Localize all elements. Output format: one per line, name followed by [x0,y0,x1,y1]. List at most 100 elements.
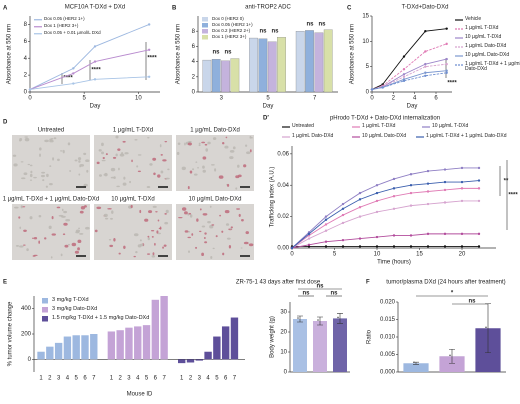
y-axis-label: Absorbance at 550 nm [7,24,13,84]
cell [201,225,206,228]
cell [149,163,153,166]
cell [60,253,63,257]
panel-letter: E [3,280,7,286]
x-tick-label: 20 [459,252,466,258]
point [409,204,413,207]
point [460,166,464,170]
point [358,215,362,218]
point [375,191,379,195]
x-tick-label: 3 [57,376,61,382]
cell [178,217,183,219]
legend-label: 1 µg/mL T-DXd [465,25,499,31]
cell [65,219,71,222]
x-tick-label: 3 [198,376,202,382]
x-tick-label: 5 [82,96,86,102]
cell [240,247,243,249]
point [93,45,97,48]
point [445,62,448,66]
cell [77,247,80,251]
cell [193,173,198,176]
x-tick-label: 1 [110,376,114,382]
line [291,233,479,249]
cell [222,252,225,256]
y-tick-label: 400 [21,306,32,312]
cell [63,210,68,214]
chart-title: anti-TROP2 ADC [245,5,291,11]
annotation: ns [259,29,267,35]
point [477,245,481,248]
cell [29,179,33,181]
x-axis-label: Day [90,104,101,110]
x-tick-label: 6 [434,96,438,102]
cell [62,149,65,154]
cell [197,166,199,169]
cell [203,236,206,239]
point [445,27,448,30]
image-label: 1 µg/mL T-DXd + 1 µg/mL Dato-DXd [3,197,100,203]
bar [211,59,221,93]
point [443,168,447,171]
bar [258,38,268,93]
bar [107,331,116,360]
bar [46,346,54,360]
annotation: ns [306,22,314,28]
bar [90,334,98,360]
legend-label: 10 µg/mL Dato-DXd [465,52,510,58]
cell [154,242,156,246]
cell [164,212,167,215]
legend-label: 3 mg/kg T-DXd [52,297,89,303]
cell [199,208,202,211]
cell [152,157,157,161]
cell [155,211,158,213]
cell [202,156,207,160]
point [424,71,427,74]
point [460,180,464,184]
cell [151,235,154,238]
cell [109,244,114,248]
x-tick-label: 7 [92,376,96,382]
annotation: **** [447,81,457,87]
point [460,245,464,248]
cell [236,208,241,210]
cell [110,167,116,172]
cell [148,210,153,214]
point [426,245,430,248]
legend-label: 1.5 mg/kg T-DXd + 1.5 mg/kg Dato-DXd [52,315,150,321]
point [426,190,430,193]
cell [12,154,17,157]
cell [162,159,167,162]
cell [71,242,77,247]
cell [24,137,30,142]
cell [211,224,215,226]
cell [165,177,170,180]
x-tick-label: 2 [392,96,396,102]
cell [21,177,26,180]
cell [245,231,249,235]
cell [75,229,81,233]
cell [198,230,202,233]
y-tick-label: 0.06 [277,151,289,157]
legend-swatch [42,307,48,313]
cell [219,214,222,217]
cell [119,153,125,157]
cell [243,164,247,168]
chart-title: ZR-75-1 43 days after first dose [236,280,321,286]
cell [188,250,190,253]
annotation: ** [504,179,509,185]
point [307,237,311,240]
bar [142,325,151,360]
cell [202,213,208,216]
point [375,210,379,214]
cell [204,241,208,244]
legend-label: Dox 0.05 (HER2 1+) [44,16,85,21]
annotation: ns [318,22,326,28]
point [381,86,384,89]
chart-title: T-DXd+Dato-DXd [402,5,449,11]
y-tick-label: 30 [280,310,287,316]
legend-label: Vehicle [465,16,482,22]
cell [46,173,49,178]
cell [221,230,224,233]
cell [20,205,23,209]
y-tick-label: 0.04 [277,183,289,189]
